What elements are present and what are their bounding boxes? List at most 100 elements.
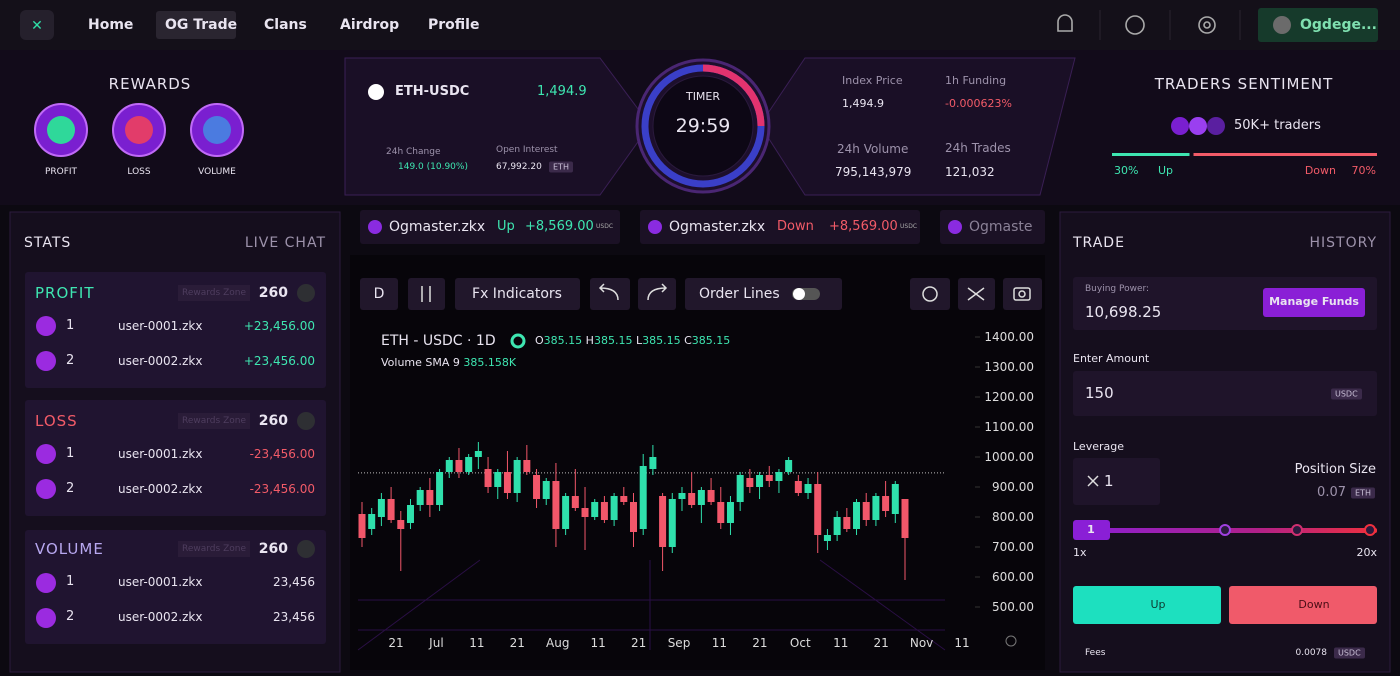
y-tick-label: 800.00 xyxy=(992,510,1034,524)
x-tick-label: Nov xyxy=(909,636,934,650)
nav-item[interactable]: Home xyxy=(88,17,134,33)
x-tick-label: 11 xyxy=(954,636,970,650)
nav-item[interactable]: Profile xyxy=(428,17,480,33)
slider-value[interactable]: 1 xyxy=(1087,523,1095,536)
candle-body xyxy=(484,469,492,487)
volume-legend: Volume SMA 9 385.158K xyxy=(381,355,516,371)
stat-label: 24h Trades xyxy=(945,141,1011,155)
candle-body xyxy=(736,475,744,502)
leverage-input[interactable]: 1 xyxy=(1104,472,1114,490)
candle-body xyxy=(581,508,589,517)
rank: 2 xyxy=(66,353,75,368)
y-tick-label: 700.00 xyxy=(992,540,1034,554)
nav-item[interactable]: OG Trade xyxy=(165,17,238,33)
up-text: Up xyxy=(1158,164,1174,177)
x-tick-label: Aug xyxy=(546,636,570,650)
value: -23,456.00 xyxy=(249,447,315,461)
candle-body xyxy=(804,484,812,493)
candle-body xyxy=(639,466,647,529)
nav-item[interactable]: Clans xyxy=(264,17,307,33)
section-tag: Rewards Zone xyxy=(178,541,250,557)
stat-value: 121,032 xyxy=(945,165,995,179)
candle-body xyxy=(494,472,502,487)
up-button[interactable]: Up xyxy=(1150,598,1166,611)
rank: 1 xyxy=(66,446,75,461)
candle-body xyxy=(445,460,453,472)
y-tick-label: 1200.00 xyxy=(984,390,1034,404)
candle-body xyxy=(726,502,734,523)
user-button[interactable]: Ogdege... xyxy=(1300,17,1377,33)
candle-body xyxy=(882,496,890,511)
value: -23,456.00 xyxy=(249,482,315,496)
rank: 2 xyxy=(66,481,75,496)
ticker-dir: Down xyxy=(777,219,814,234)
manage-funds[interactable]: Manage Funds xyxy=(1269,295,1359,308)
candle-body xyxy=(552,481,560,529)
x-tick-label: 21 xyxy=(873,636,889,650)
tab[interactable]: TRADE xyxy=(1073,235,1125,251)
nav-item[interactable]: Airdrop xyxy=(340,17,400,33)
candle-body xyxy=(891,484,899,514)
candle-body xyxy=(387,499,395,520)
tab[interactable]: LIVE CHAT xyxy=(244,235,326,251)
sentiment-title: TRADERS SENTIMENT xyxy=(1154,75,1334,93)
value: +23,456.00 xyxy=(243,354,315,368)
candle-body xyxy=(901,499,909,538)
candle-body xyxy=(794,481,802,493)
candle-body xyxy=(503,472,511,493)
stat-value: 795,143,979 xyxy=(835,165,912,179)
interval[interactable]: D xyxy=(373,286,385,302)
candle-body xyxy=(426,490,434,505)
stat-value: 1,494.9 xyxy=(842,97,884,110)
avatar xyxy=(948,220,962,234)
user: user-0001.zkx xyxy=(118,447,203,461)
change: 149.0 (10.90%) xyxy=(398,162,468,172)
y-tick-label: 600.00 xyxy=(992,570,1034,584)
indicators[interactable]: Fx Indicators xyxy=(472,286,562,302)
key: O xyxy=(535,334,544,347)
traders: 50K+ traders xyxy=(1234,118,1321,133)
candle-body xyxy=(465,457,473,472)
chart-title: ETH - USDC · 1D xyxy=(381,333,496,349)
key: Volume SMA 9 xyxy=(381,356,460,369)
down-button[interactable]: Down xyxy=(1298,598,1330,611)
tab[interactable]: HISTORY xyxy=(1309,235,1377,251)
change-label: 24h Change xyxy=(386,147,441,157)
x-tick-label: 11 xyxy=(833,636,849,650)
timer-value: 29:59 xyxy=(675,115,731,137)
value: 385.15 xyxy=(593,334,633,347)
candle-body xyxy=(649,457,657,469)
pair[interactable]: ETH-USDC xyxy=(395,84,470,99)
buying-power: 10,698.25 xyxy=(1085,303,1162,321)
candle-body xyxy=(707,490,715,502)
order-lines[interactable]: Order Lines xyxy=(699,286,780,302)
position-unit: ETH xyxy=(1351,487,1375,499)
avatar xyxy=(648,220,662,234)
candle-body xyxy=(397,520,405,529)
value: 385.15 xyxy=(543,334,583,347)
candle-body xyxy=(872,496,880,520)
fees: 0.0078 xyxy=(1295,648,1328,658)
candle-body xyxy=(377,499,385,517)
candle-body xyxy=(620,496,628,502)
candle-body xyxy=(843,517,851,529)
section-count: 260 xyxy=(258,285,288,301)
candle-body xyxy=(523,460,531,472)
candle-body xyxy=(368,514,376,529)
candle-body xyxy=(571,496,579,508)
rank: 2 xyxy=(66,609,75,624)
sentiment-down-bar xyxy=(1193,153,1377,156)
x-tick-label: 21 xyxy=(630,636,647,650)
position: 0.07 xyxy=(1317,485,1346,500)
candle-body xyxy=(659,496,667,547)
candle-body xyxy=(416,490,424,505)
amount-input[interactable]: 150 xyxy=(1085,384,1114,402)
candle-body xyxy=(853,502,861,529)
key: L xyxy=(635,334,643,347)
value: 23,456 xyxy=(273,610,315,624)
slider-max: 20x xyxy=(1356,546,1377,559)
tab[interactable]: STATS xyxy=(24,235,72,251)
candle-body xyxy=(814,484,822,535)
candle-body xyxy=(833,517,841,535)
candle-body xyxy=(746,478,754,487)
